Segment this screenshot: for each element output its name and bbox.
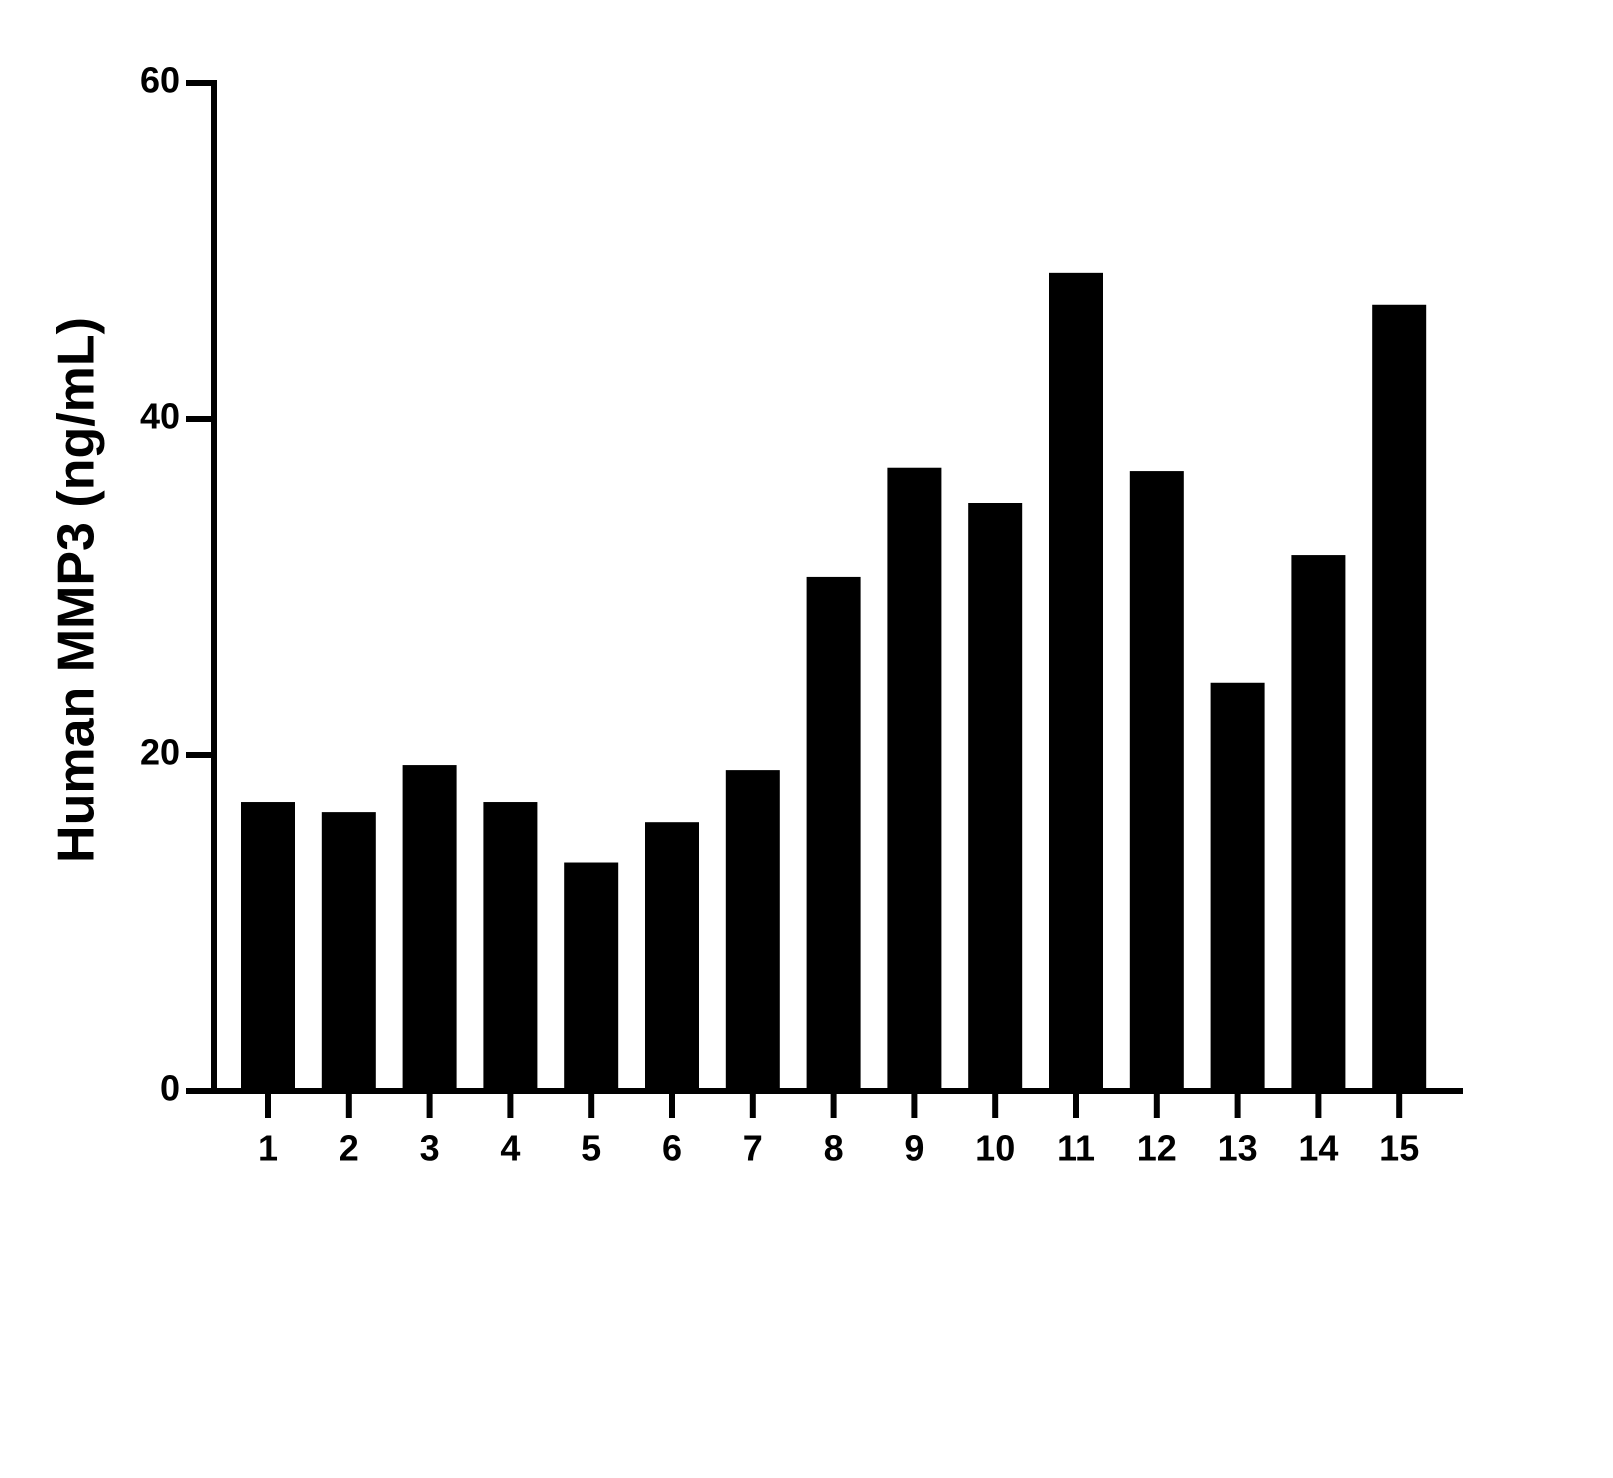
y-tick-label: 40 bbox=[140, 396, 180, 437]
x-tick-label: 10 bbox=[975, 1128, 1015, 1169]
bar bbox=[887, 467, 942, 1092]
bar bbox=[564, 862, 619, 1091]
bar bbox=[1210, 682, 1265, 1091]
bar bbox=[1129, 471, 1184, 1092]
x-tick-label: 14 bbox=[1298, 1128, 1338, 1169]
bar bbox=[241, 802, 295, 1091]
x-tick-label: 7 bbox=[743, 1128, 763, 1169]
x-tick-label: 13 bbox=[1218, 1128, 1258, 1169]
bar bbox=[806, 576, 861, 1091]
x-tick-label: 5 bbox=[581, 1128, 601, 1169]
bar bbox=[1291, 555, 1346, 1091]
x-tick-label: 15 bbox=[1379, 1128, 1419, 1169]
bar bbox=[725, 770, 780, 1091]
x-tick-label: 4 bbox=[500, 1128, 520, 1169]
x-tick-label: 12 bbox=[1137, 1128, 1177, 1169]
x-tick-label: 1 bbox=[258, 1128, 278, 1169]
y-tick-label: 20 bbox=[140, 732, 180, 773]
bar bbox=[968, 503, 1023, 1091]
bar bbox=[321, 812, 376, 1091]
bar bbox=[1372, 304, 1427, 1091]
bar bbox=[483, 802, 538, 1091]
bar bbox=[402, 765, 457, 1091]
y-tick-label: 60 bbox=[140, 60, 180, 101]
x-tick-label: 8 bbox=[824, 1128, 844, 1169]
x-tick-label: 6 bbox=[662, 1128, 682, 1169]
bar bbox=[645, 822, 699, 1091]
x-tick-label: 3 bbox=[420, 1128, 440, 1169]
y-axis-title: Human MMP3 (ng/mL) bbox=[48, 317, 106, 863]
bar bbox=[1049, 272, 1103, 1092]
x-tick-label: 2 bbox=[339, 1128, 359, 1169]
y-tick-label: 0 bbox=[160, 1068, 180, 1109]
x-tick-label: 11 bbox=[1057, 1128, 1095, 1169]
x-tick-label: 9 bbox=[904, 1128, 924, 1169]
